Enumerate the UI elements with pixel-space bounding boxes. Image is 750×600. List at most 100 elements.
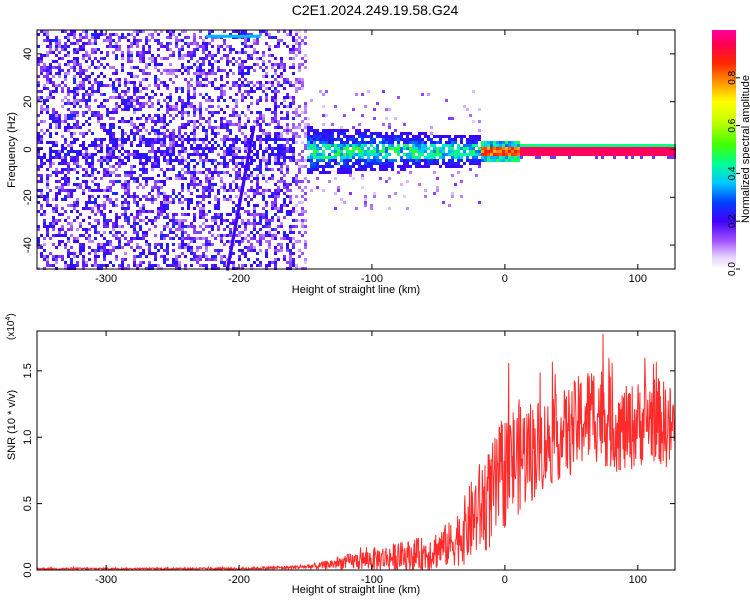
spectrogram-cell	[223, 219, 226, 222]
spectrogram-cell	[364, 105, 367, 108]
spectrogram-cell	[145, 234, 148, 237]
spectrogram-cell	[514, 153, 517, 156]
spectrogram-cell	[304, 132, 307, 135]
spectrogram-cell	[73, 240, 76, 243]
spectrogram-cell	[415, 138, 418, 141]
spectrogram-cell	[58, 162, 61, 165]
spectrogram-cell	[82, 48, 85, 51]
spectrogram-cell	[514, 147, 517, 150]
spectrogram-cell	[469, 153, 472, 156]
spectrogram-cell	[457, 162, 460, 165]
spectrogram-cell	[289, 30, 292, 33]
spectrogram-cell	[130, 132, 133, 135]
spectrogram-cell	[262, 120, 265, 123]
spectrogram-cell	[202, 192, 205, 195]
spectrogram-cell	[43, 210, 46, 213]
spectrogram-cell	[85, 90, 88, 93]
spectrogram-cell	[370, 144, 373, 147]
spectrogram-cell	[133, 138, 136, 141]
spectrogram-cell	[286, 132, 289, 135]
spectrogram-cell	[166, 222, 169, 225]
spectrogram-cell	[265, 93, 268, 96]
spectrogram-cell	[43, 237, 46, 240]
spectrogram-cell	[202, 138, 205, 141]
spectrogram-cell	[58, 51, 61, 54]
spectrogram-cell	[145, 231, 148, 234]
spectrogram-cell	[103, 156, 106, 159]
spectrogram-cell	[448, 153, 451, 156]
spectrogram-cell	[112, 108, 115, 111]
spectrogram-cell	[205, 42, 208, 45]
spectrogram-cell	[664, 144, 667, 147]
spectrogram-cell	[478, 147, 481, 150]
spectrogram-cell	[358, 156, 361, 159]
spectrogram-cell	[568, 156, 571, 159]
spectrogram-cell	[112, 87, 115, 90]
spectrogram-cell	[238, 189, 241, 192]
spectrogram-cell	[169, 147, 172, 150]
spectrogram-cell	[121, 108, 124, 111]
spectrogram-cell	[112, 132, 115, 135]
spectrogram-cell	[310, 144, 313, 147]
spectrogram-cell	[70, 168, 73, 171]
spectrogram-cell	[148, 144, 151, 147]
spectrogram-cell	[271, 99, 274, 102]
spectrogram-cell	[163, 201, 166, 204]
spectrogram-cell	[202, 210, 205, 213]
spectrogram-cell	[115, 90, 118, 93]
spectrogram-cell	[202, 39, 205, 42]
spectrogram-cell	[97, 105, 100, 108]
spectrogram-cell	[229, 240, 232, 243]
spectrogram-cell	[196, 78, 199, 81]
spectrogram-cell	[286, 111, 289, 114]
spectrogram-cell	[256, 174, 259, 177]
spectrogram-cell	[94, 138, 97, 141]
spectrogram-cell	[217, 111, 220, 114]
spectrogram-cell	[190, 54, 193, 57]
spectrogram-cell	[58, 114, 61, 117]
spectrogram-cell	[265, 72, 268, 75]
spectrogram-cell	[100, 147, 103, 150]
spectrogram-cell	[154, 252, 157, 255]
spectrogram-cell	[82, 246, 85, 249]
x-tick-label: -100	[361, 574, 383, 586]
spectrogram-cell	[442, 144, 445, 147]
spectrogram-cell	[157, 102, 160, 105]
spectrogram-cell	[298, 48, 301, 51]
spectrogram-cell	[169, 195, 172, 198]
spectrogram-cell	[187, 171, 190, 174]
spectrogram-cell	[262, 225, 265, 228]
spectrogram-cell	[493, 156, 496, 159]
spectrogram-cell	[133, 99, 136, 102]
spectrogram-cell	[76, 60, 79, 63]
spectrogram-cell	[46, 141, 49, 144]
spectrogram-cell	[127, 105, 130, 108]
spectrogram-cell	[337, 168, 340, 171]
spectrogram-cell	[274, 45, 277, 48]
spectrogram-cell	[151, 195, 154, 198]
spectrogram-cell	[208, 177, 211, 180]
spectrogram-cell	[40, 204, 43, 207]
spectrogram-cell	[262, 156, 265, 159]
spectrogram-cell	[88, 207, 91, 210]
spectrogram-cell	[151, 147, 154, 150]
spectrogram-cell	[286, 165, 289, 168]
spectrogram-cell	[73, 150, 76, 153]
spectrogram-cell	[136, 33, 139, 36]
spectrogram-cell	[364, 132, 367, 135]
spectrogram-cell	[130, 240, 133, 243]
spectrogram-cell	[226, 120, 229, 123]
spectrogram-cell	[322, 132, 325, 135]
spectrogram-cell	[304, 111, 307, 114]
spectrogram-cell	[181, 144, 184, 147]
spectrogram-cell	[100, 114, 103, 117]
spectrogram-cell	[151, 156, 154, 159]
spectrogram-cell	[106, 45, 109, 48]
spectrogram-cell	[304, 159, 307, 162]
spectrogram-cell	[46, 159, 49, 162]
spectrogram-cell	[106, 264, 109, 267]
spectrogram-cell	[211, 105, 214, 108]
spectrogram-cell	[226, 219, 229, 222]
spectrogram-cell	[226, 213, 229, 216]
spectrogram-cell	[130, 33, 133, 36]
